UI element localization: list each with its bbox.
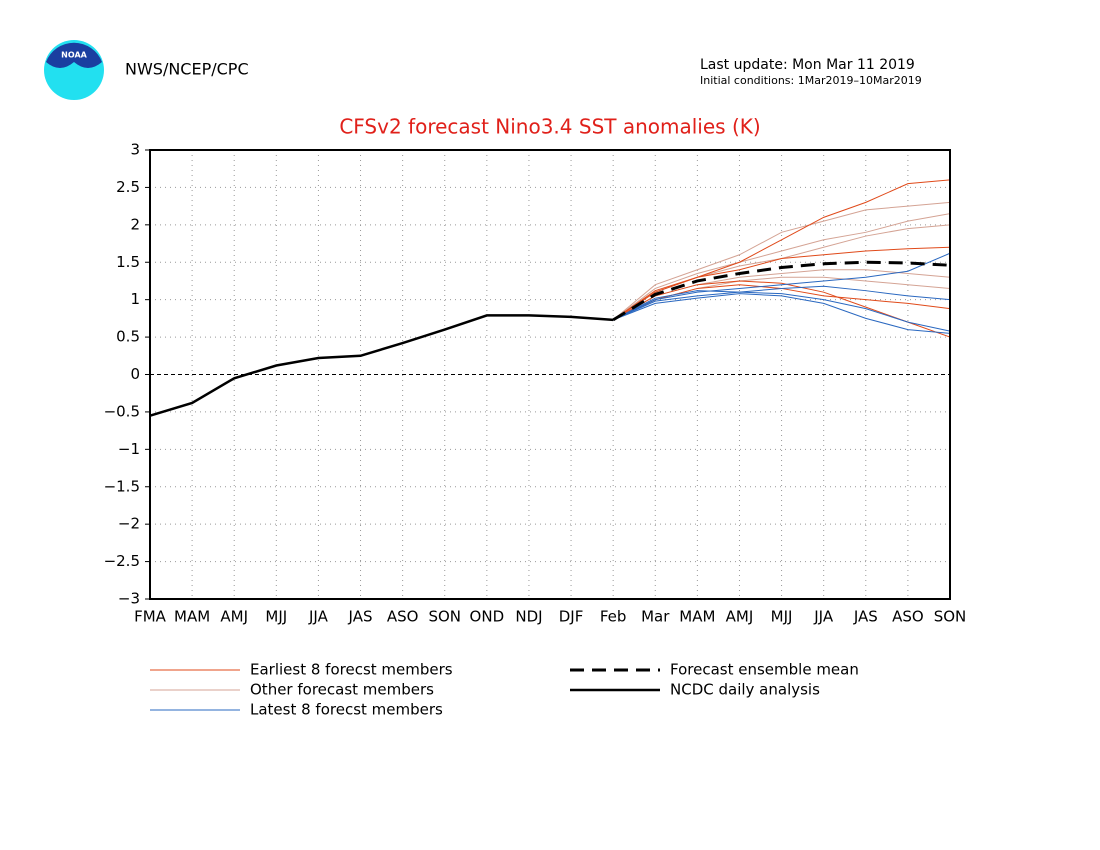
y-tick-label: −1.5	[104, 477, 140, 495]
agency: NWS/NCEP/CPC	[125, 60, 249, 79]
last-update: Last update: Mon Mar 11 2019	[700, 57, 915, 73]
x-tick-label: Mar	[641, 608, 670, 626]
series-line	[612, 252, 951, 321]
y-tick-label: −1	[118, 440, 140, 458]
series-line	[149, 314, 614, 417]
y-tick-label: −3	[118, 590, 140, 608]
x-tick-label: JJA	[813, 608, 834, 626]
series-line	[612, 260, 951, 322]
y-tick-label: 2	[130, 215, 140, 233]
series-line	[612, 213, 951, 321]
plot-frame	[149, 149, 951, 600]
x-tick-label: AMJ	[726, 608, 754, 626]
initial-conditions: Initial conditions: 1Mar2019–10Mar2019	[700, 74, 922, 87]
series-line	[612, 285, 951, 321]
series-line	[612, 246, 951, 321]
x-tick-label: SON	[934, 608, 967, 626]
legend-label: Earliest 8 forecst members	[250, 661, 453, 679]
chart-title: CFSv2 forecast Nino3.4 SST anomalies (K)	[339, 115, 760, 139]
x-tick-label: SON	[428, 608, 461, 626]
legend-label: Latest 8 forecst members	[250, 701, 443, 719]
y-tick-label: 2.5	[116, 178, 140, 196]
logo-text: NOAA	[61, 51, 87, 60]
series-line	[612, 291, 951, 332]
legend-label: NCDC daily analysis	[670, 681, 820, 699]
x-tick-label: MAM	[174, 608, 210, 626]
y-tick-label: 1.5	[116, 253, 140, 271]
x-tick-label: JJA	[308, 608, 329, 626]
y-tick-label: −0.5	[104, 402, 140, 420]
x-tick-label: JAS	[853, 608, 878, 626]
legend-label: Other forecast members	[250, 681, 434, 699]
x-tick-label: FMA	[134, 608, 167, 626]
y-tick-label: 0.5	[116, 328, 140, 346]
x-tick-label: ASO	[387, 608, 419, 626]
x-tick-label: DJF	[559, 608, 584, 626]
series-line	[612, 179, 951, 321]
series-line	[612, 293, 951, 334]
x-tick-label: MJJ	[265, 608, 287, 626]
y-tick-label: 0	[130, 365, 140, 383]
x-tick-label: AMJ	[220, 608, 248, 626]
x-tick-label: OND	[470, 608, 505, 626]
y-tick-label: −2.5	[104, 552, 140, 570]
x-tick-label: ASO	[892, 608, 924, 626]
x-tick-label: MJJ	[771, 608, 793, 626]
y-tick-label: −2	[118, 515, 140, 533]
y-tick-label: 1	[130, 290, 140, 308]
x-tick-label: NDJ	[515, 608, 542, 626]
y-tick-label: 3	[130, 141, 140, 159]
legend-label: Forecast ensemble mean	[670, 661, 859, 679]
x-tick-label: MAM	[679, 608, 715, 626]
x-tick-label: Feb	[600, 608, 627, 626]
x-tick-label: JAS	[348, 608, 373, 626]
logo-top	[46, 42, 102, 68]
series-line	[612, 201, 951, 321]
